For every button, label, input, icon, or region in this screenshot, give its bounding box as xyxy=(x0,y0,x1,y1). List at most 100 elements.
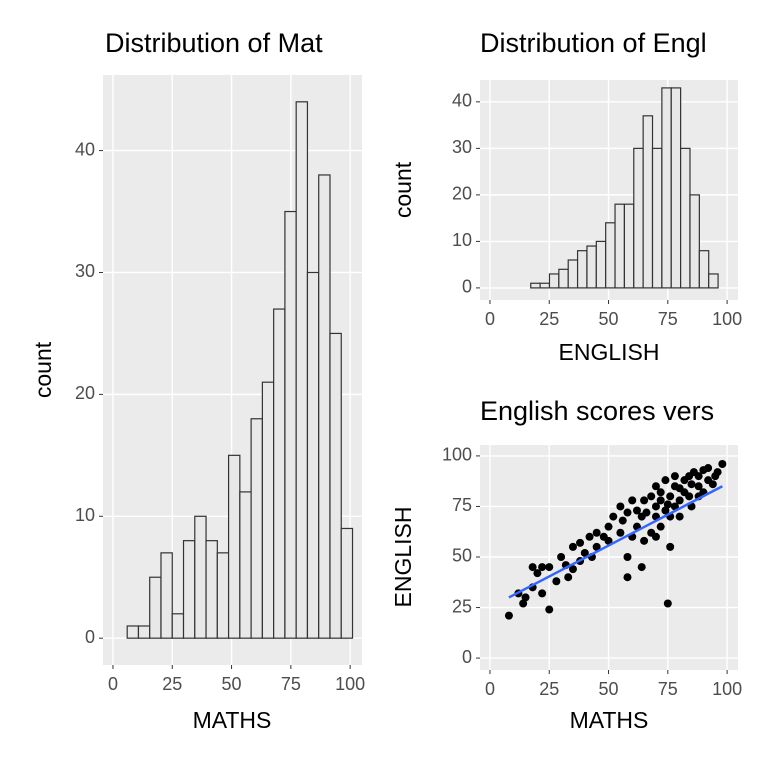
bar xyxy=(295,101,309,639)
x-tick-label: 0 xyxy=(485,679,495,699)
point xyxy=(592,542,601,551)
bar xyxy=(149,576,162,639)
bar xyxy=(698,250,710,289)
point xyxy=(647,492,656,501)
point xyxy=(528,563,537,572)
x-tick-label: 25 xyxy=(162,674,182,694)
bar xyxy=(137,625,151,639)
point xyxy=(687,480,696,489)
point xyxy=(661,506,670,515)
point xyxy=(604,522,613,531)
y-tick-label: 100 xyxy=(442,445,472,465)
x-tick-label: 100 xyxy=(712,679,742,699)
y-tick-label: 20 xyxy=(452,184,472,204)
x-tick-label: 25 xyxy=(539,679,559,699)
bar xyxy=(239,491,252,639)
point xyxy=(694,482,703,491)
point xyxy=(718,460,727,469)
bar xyxy=(576,250,588,289)
x-axis-label: ENGLISH xyxy=(559,339,660,365)
bar xyxy=(160,552,173,639)
bar xyxy=(273,308,286,639)
point xyxy=(592,528,601,537)
bar xyxy=(182,540,196,639)
bar xyxy=(284,210,297,639)
x-tick-label: 100 xyxy=(712,309,742,329)
point xyxy=(640,496,649,505)
x-tick-label: 50 xyxy=(599,679,619,699)
bar xyxy=(558,268,569,289)
bar xyxy=(171,613,185,639)
bar xyxy=(633,147,644,289)
point xyxy=(576,538,585,547)
bar xyxy=(548,273,560,289)
point xyxy=(713,468,722,477)
bar xyxy=(194,515,207,639)
x-tick-label: 0 xyxy=(485,309,495,329)
y-tick-label: 75 xyxy=(452,495,472,515)
bar xyxy=(614,203,626,289)
bar xyxy=(670,87,682,289)
bar xyxy=(530,282,541,289)
bar xyxy=(216,552,230,639)
bar xyxy=(318,174,331,639)
point xyxy=(538,589,547,598)
point xyxy=(504,611,513,620)
bar xyxy=(306,271,320,639)
bar xyxy=(651,147,663,289)
bar xyxy=(708,273,719,289)
point xyxy=(564,573,573,582)
point xyxy=(568,542,577,551)
y-tick-label: 0 xyxy=(85,627,95,647)
y-tick-label: 10 xyxy=(452,230,472,250)
x-tick-label: 25 xyxy=(539,309,559,329)
point xyxy=(616,502,625,511)
point xyxy=(521,593,530,602)
point xyxy=(632,506,641,515)
fit-line xyxy=(508,485,723,599)
point xyxy=(545,563,554,572)
bar xyxy=(340,527,354,639)
x-tick-label: 50 xyxy=(222,674,242,694)
point xyxy=(651,482,660,491)
point xyxy=(519,599,528,608)
point xyxy=(685,492,694,501)
point xyxy=(651,502,660,511)
point xyxy=(704,464,713,473)
y-axis-label: count xyxy=(390,161,416,218)
y-tick-label: 30 xyxy=(452,137,472,157)
y-tick-label: 50 xyxy=(452,546,472,566)
panel-group: 0 25 50 75 100 0 25 50 75 100 English scores vers M… xyxy=(390,396,742,733)
point xyxy=(616,528,625,537)
bar xyxy=(261,381,275,639)
bar xyxy=(539,282,551,289)
x-tick-label: 75 xyxy=(658,679,678,699)
y-tick-label: 40 xyxy=(452,91,472,111)
x-tick-label: 0 xyxy=(108,674,118,694)
point xyxy=(618,516,627,525)
chart-title: Distribution of Mat xyxy=(105,28,323,58)
bar xyxy=(661,87,672,289)
y-tick-label: 0 xyxy=(462,277,472,297)
point xyxy=(637,563,646,572)
bar xyxy=(595,240,607,289)
y-tick-label: 25 xyxy=(452,596,472,616)
point xyxy=(663,500,672,509)
point xyxy=(623,573,632,582)
point xyxy=(557,552,566,561)
point xyxy=(568,565,577,574)
bar xyxy=(250,418,263,639)
chart-title: English scores vers xyxy=(480,396,714,426)
y-tick-label: 10 xyxy=(75,505,95,525)
x-tick-label: 75 xyxy=(281,674,301,694)
point xyxy=(708,480,717,489)
point xyxy=(656,488,665,497)
point xyxy=(663,599,672,608)
point xyxy=(656,522,665,531)
point xyxy=(580,548,589,557)
bar xyxy=(642,115,654,289)
point xyxy=(661,476,670,485)
x-tick-label: 75 xyxy=(658,309,678,329)
x-tick-label: 50 xyxy=(599,309,619,329)
